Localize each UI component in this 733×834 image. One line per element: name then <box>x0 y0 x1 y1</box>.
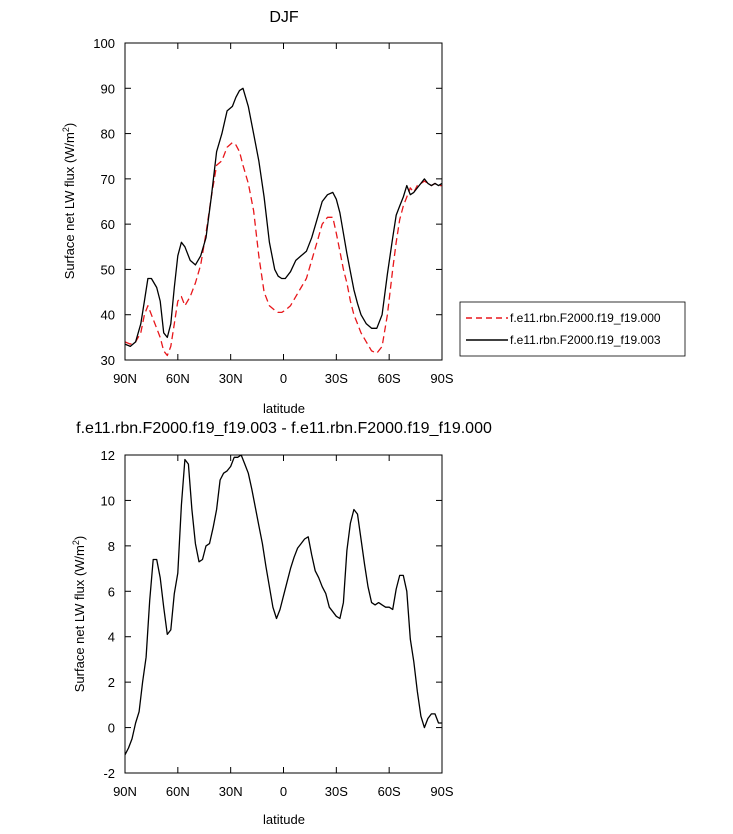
bottom-series-lines <box>124 454 442 756</box>
bottom-x-tick-label-1: 60N <box>166 784 190 799</box>
top-x-tick-label-4: 30S <box>325 371 348 386</box>
panel-top: DJF 90N 60N 30N 0 30S 60S 90S 30 40 50 60 70 80 90 10… <box>61 9 686 416</box>
top-x-axis: 90N 60N 30N 0 30S 60S 90S <box>113 43 454 386</box>
top-x-tick-label-0: 90N <box>113 371 137 386</box>
top-y-tick-label-1: 40 <box>101 308 115 323</box>
bottom-y-tick-label-5: 8 <box>108 539 115 554</box>
legend: f.e11.rbn.F2000.f19_f19.000 f.e11.rbn.F2… <box>459 301 686 357</box>
top-x-tick-label-6: 90S <box>430 371 453 386</box>
top-x-tick-label-5: 60S <box>378 371 401 386</box>
top-y-tick-label-3: 60 <box>101 217 115 232</box>
top-y-tick-label-6: 90 <box>101 81 115 96</box>
top-series-lines <box>124 87 443 357</box>
bottom-x-tick-label-6: 90S <box>430 784 453 799</box>
top-y-tick-label-4: 70 <box>101 172 115 187</box>
bottom-x-axis-label: latitude <box>263 812 305 827</box>
legend-label-series-000: f.e11.rbn.F2000.f19_f19.000 <box>510 311 661 325</box>
bottom-y-axis-label: Surface net LW flux (W/m2) <box>71 536 87 693</box>
bottom-y-tick-label-7: 12 <box>101 448 115 463</box>
bottom-x-tick-label-0: 90N <box>113 784 137 799</box>
top-x-axis-label: latitude <box>263 401 305 416</box>
bottom-x-tick-label-3: 0 <box>280 784 287 799</box>
legend-box <box>459 301 686 357</box>
top-y-tick-label-7: 100 <box>93 36 115 51</box>
top-x-tick-label-2: 30N <box>219 371 243 386</box>
bottom-y-axis: -2 0 2 4 6 8 10 12 <box>101 448 442 781</box>
top-y-tick-label-0: 30 <box>101 353 115 368</box>
panel-bottom: f.e11.rbn.F2000.f19_f19.003 - f.e11.rbn.… <box>71 420 492 827</box>
top-chart-title: DJF <box>269 9 299 26</box>
top-series-line-1 <box>124 87 443 348</box>
bottom-series-line-0 <box>124 454 442 756</box>
bottom-y-tick-label-3: 4 <box>108 630 115 645</box>
top-plot-frame <box>124 42 443 361</box>
top-series-line-0 <box>124 141 442 357</box>
legend-label-series-003: f.e11.rbn.F2000.f19_f19.003 <box>510 333 661 347</box>
bottom-x-tick-label-4: 30S <box>325 784 348 799</box>
bottom-x-axis: 90N 60N 30N 0 30S 60S 90S <box>113 455 454 799</box>
bottom-y-tick-label-2: 2 <box>108 675 115 690</box>
bottom-y-tick-label-0: -2 <box>103 766 115 781</box>
top-y-axis-label: Surface net LW flux (W/m2) <box>61 123 77 280</box>
top-y-tick-label-2: 50 <box>101 262 115 277</box>
top-x-tick-label-3: 0 <box>280 371 287 386</box>
bottom-y-tick-label-4: 6 <box>108 584 115 599</box>
top-x-tick-label-1: 60N <box>166 371 190 386</box>
bottom-y-tick-label-6: 10 <box>101 493 115 508</box>
bottom-chart-title: f.e11.rbn.F2000.f19_f19.003 - f.e11.rbn.… <box>76 420 492 437</box>
bottom-x-tick-label-5: 60S <box>378 784 401 799</box>
top-y-axis: 30 40 50 60 70 80 90 100 <box>93 36 442 368</box>
top-y-tick-label-5: 80 <box>101 127 115 142</box>
bottom-y-tick-label-1: 0 <box>108 721 115 736</box>
bottom-x-tick-label-2: 30N <box>219 784 243 799</box>
